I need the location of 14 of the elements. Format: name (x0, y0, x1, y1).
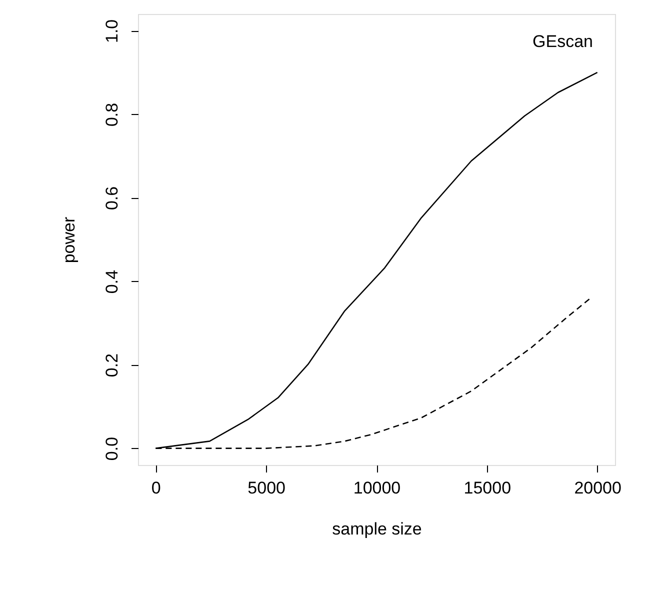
y-tick-label: 0.6 (102, 186, 122, 210)
y-axis-title: power (60, 216, 78, 264)
y-tick-label: 0.0 (102, 436, 122, 461)
annotation: GEscan (532, 32, 593, 51)
x-tick-label: 5000 (248, 478, 286, 498)
y-tick-label: 0.2 (102, 353, 122, 378)
x-tick-label: 15000 (464, 478, 512, 498)
x-tick-label: 0 (151, 478, 161, 498)
y-tick-label: 0.4 (102, 270, 122, 294)
x-tick-label: 10000 (353, 478, 401, 498)
y-tick-label: 0.8 (102, 102, 122, 127)
y-tick-label: 1.0 (102, 19, 122, 44)
x-tick-label: 20000 (574, 478, 622, 498)
x-axis-title: sample size (332, 520, 422, 538)
